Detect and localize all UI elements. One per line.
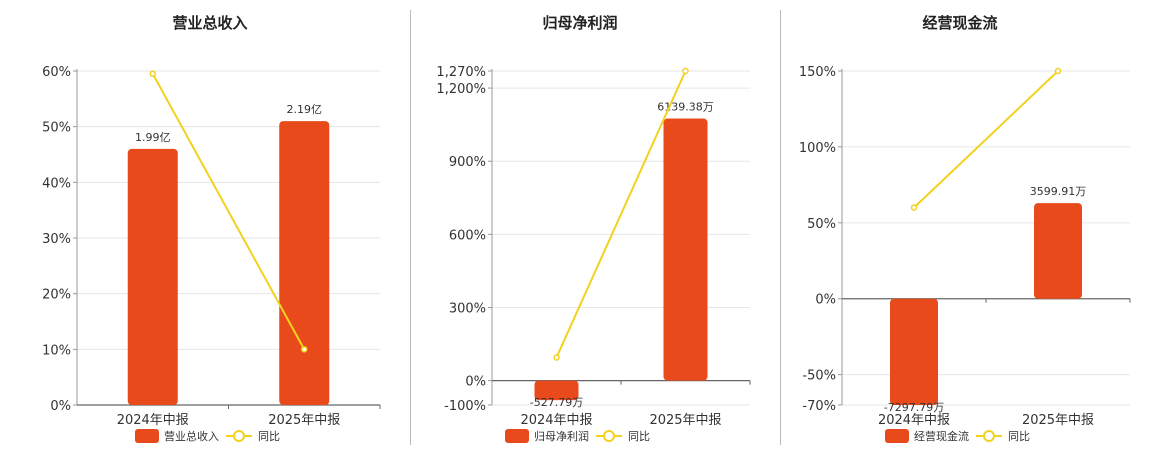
y-tick-label: 60% <box>42 65 71 80</box>
y-tick-label: 0% <box>465 375 486 390</box>
yoy-point <box>1054 67 1062 75</box>
cashflow-chart: 经营现金流 150% 100% 50% 0% -50% -70% -7297.79万 3599.… <box>799 14 1131 443</box>
x-category-label: 2024年中报 <box>520 413 592 428</box>
legend: 营业总收入 同比 <box>135 429 280 443</box>
y-tick-label: 40% <box>42 176 71 191</box>
yoy-point <box>553 354 560 361</box>
chart-divider <box>410 10 411 445</box>
chart-title: 经营现金流 <box>922 14 997 32</box>
y-tick-label: 600% <box>449 228 486 243</box>
x-category-label: 2025年中报 <box>649 413 721 428</box>
y-tick-label: 300% <box>449 301 486 316</box>
y-tick-label: 1,200% <box>436 82 486 97</box>
bar-value-label: 1.99亿 <box>135 131 171 144</box>
chart-divider <box>780 10 781 445</box>
legend-bar-swatch <box>505 429 529 443</box>
legend-bar-label: 归母净利润 <box>534 429 589 443</box>
yoy-line <box>151 73 306 350</box>
yoy-line <box>555 70 687 358</box>
yoy-point <box>301 346 308 353</box>
bar <box>890 298 938 405</box>
net-profit-chart: 归母净利润 1,270% 1,200% 900% 600% 300% 0% -100% -527… <box>436 14 751 443</box>
bar-value-label: 3599.91万 <box>1030 185 1087 198</box>
chart-title: 归母净利润 <box>542 14 617 32</box>
chart-title: 营业总收入 <box>172 14 247 32</box>
y-tick-label: 1,270% <box>436 65 486 80</box>
x-category-label: 2025年中报 <box>1022 413 1094 428</box>
legend-line-label: 同比 <box>1008 430 1030 443</box>
bar <box>663 118 708 381</box>
legend: 归母净利润 同比 <box>505 429 650 443</box>
bar-value-label: -527.79万 <box>530 396 583 409</box>
bar <box>1034 203 1082 299</box>
bar <box>127 148 178 405</box>
legend-line-label: 同比 <box>258 430 280 443</box>
y-tick-label: 0% <box>815 293 836 308</box>
bar <box>534 380 579 401</box>
legend-line-marker <box>233 430 245 442</box>
y-tick-label: -70% <box>802 399 836 414</box>
x-category-label: 2025年中报 <box>268 413 340 428</box>
legend-line-label: 同比 <box>628 430 650 443</box>
y-tick-label: 100% <box>799 141 836 156</box>
y-tick-label: 20% <box>42 288 71 303</box>
y-tick-label: -100% <box>444 399 486 414</box>
legend-bar-swatch <box>885 429 909 443</box>
y-tick-label: 50% <box>807 217 836 232</box>
yoy-point <box>149 70 156 78</box>
yoy-line <box>913 70 1059 209</box>
y-tick-label: 900% <box>449 155 486 170</box>
legend: 经营现金流 同比 <box>885 429 1030 443</box>
y-tick-label: 0% <box>50 399 71 414</box>
bar-value-label: 2.19亿 <box>287 103 323 116</box>
legend-line-marker <box>603 430 615 442</box>
yoy-point <box>682 67 689 75</box>
x-category-label: 2024年中报 <box>878 413 950 428</box>
x-category-label: 2024年中报 <box>117 413 189 428</box>
y-tick-label: 30% <box>42 232 71 247</box>
legend-bar-label: 经营现金流 <box>914 429 969 443</box>
y-tick-label: 150% <box>799 65 836 80</box>
legend-bar-swatch <box>135 429 159 443</box>
y-tick-label: 50% <box>42 121 71 136</box>
revenue-chart: 营业总收入 60% 50% 40% 30% 20% 10% 0% 1.99亿 2.19亿 2024年… <box>42 14 381 443</box>
bar-value-label: 6139.38万 <box>657 101 714 114</box>
yoy-point <box>910 204 918 211</box>
legend-bar-label: 营业总收入 <box>164 429 219 443</box>
bar <box>279 121 330 405</box>
bar-value-label: -7297.79万 <box>884 401 944 414</box>
y-tick-label: 10% <box>42 343 71 358</box>
y-tick-label: -50% <box>802 369 836 384</box>
legend-line-marker <box>983 430 995 442</box>
